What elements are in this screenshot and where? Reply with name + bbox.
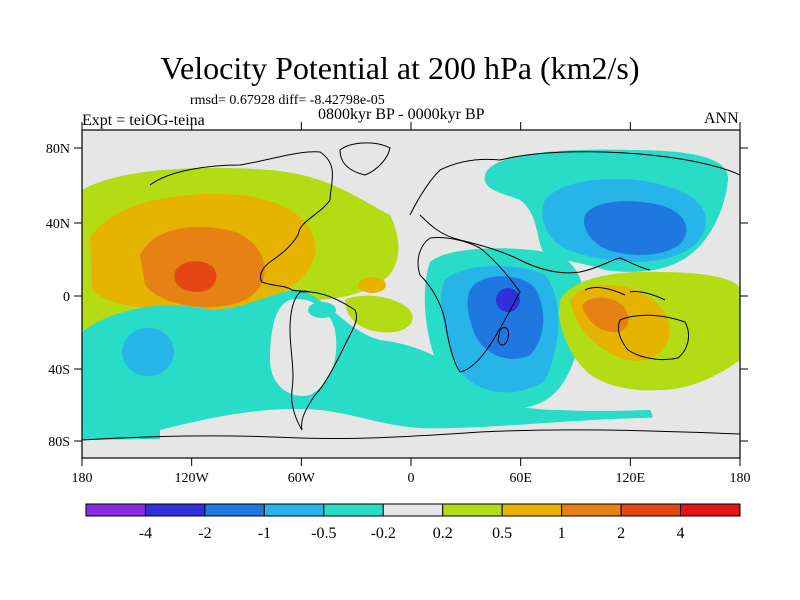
colorbar-swatch [442,503,503,517]
field-neg-05-southpacific [122,328,174,376]
colorbar-swatch [382,503,444,517]
colorbar-label: -1 [258,525,271,542]
field-neg-2-indian [496,288,520,312]
coast-australia [617,314,689,361]
coast-madagascar [497,327,509,346]
lon-tick-label: 60W [288,471,316,486]
lon-tick-label: 0 [408,471,415,486]
coast-greenland [339,142,391,176]
colorbar-swatch [620,503,682,517]
lon-tick-label: 180 [730,471,751,486]
lat-tick-label: 0 [63,290,70,305]
colorbar-label: -0.5 [311,525,336,542]
coast-south-america [289,291,358,431]
field-pos-05-atlantic [358,277,386,293]
coastlines [82,142,740,441]
lat-tick-label: 80S [48,435,70,450]
stats-label: rmsd= 0.67928 diff= -8.42798e-05 [190,93,385,108]
period-label: 0800kyr BP - 0000kyr BP [318,106,485,123]
experiment-label: Expt = teiOG-teina [82,112,205,129]
field-neg-1-indian [467,276,544,359]
lon-axis: 180 120W 60W 0 60E 120E 180 [72,122,751,486]
lon-tick-label: 60E [509,471,532,486]
colorbar-label: 1 [558,525,566,542]
colorbar-label: 0.5 [492,525,512,542]
colorbar-swatch [263,503,325,517]
lon-tick-label: 120E [616,471,646,486]
field-pos-02-southatlantic [345,295,413,333]
colorbar-swatch [323,503,384,517]
field-neg-02-brazil [308,302,336,318]
lon-tick-label: 180 [72,471,93,486]
coast-africa [417,237,521,373]
season-label: ANN [704,110,739,127]
colorbar-label: 2 [617,525,625,542]
colorbar-label: 0.2 [433,525,453,542]
colorbar-label: -0.2 [371,525,396,542]
lat-axis: 80N 40N 0 40S 80S [46,142,748,450]
coast-indonesia [584,287,666,301]
field-pos-1-australia [582,297,629,333]
figure-title: Velocity Potential at 200 hPa (km2/s) [160,50,640,86]
colorbar: -4 -2 -1 -0.5 -0.2 0.2 0.5 1 2 4 [85,503,741,542]
colorbar-label: -2 [198,525,211,542]
colorbar-swatch [204,503,265,517]
coast-north-america [149,151,333,293]
lon-tick-label: 120W [175,471,210,486]
lat-tick-label: 80N [46,142,70,157]
coast-antarctica [82,429,740,441]
coast-eurasia [409,151,740,274]
colorbar-swatch [680,503,741,517]
lat-tick-label: 40N [46,217,70,232]
field-pos-2-pacific [174,261,217,292]
field-neutral-southamerica [270,299,337,396]
field-neg-02-south [82,290,653,441]
colorbar-label: -4 [139,525,152,542]
lat-tick-label: 40S [48,363,70,378]
field-neg-1-asia [584,201,687,255]
colorbar-swatch [501,503,563,517]
colorbar-swatch [85,503,146,517]
colorbar-label: 4 [677,525,685,542]
colorbar-swatch [144,503,206,517]
colorbar-swatch [561,503,622,517]
contour-field [82,130,740,458]
